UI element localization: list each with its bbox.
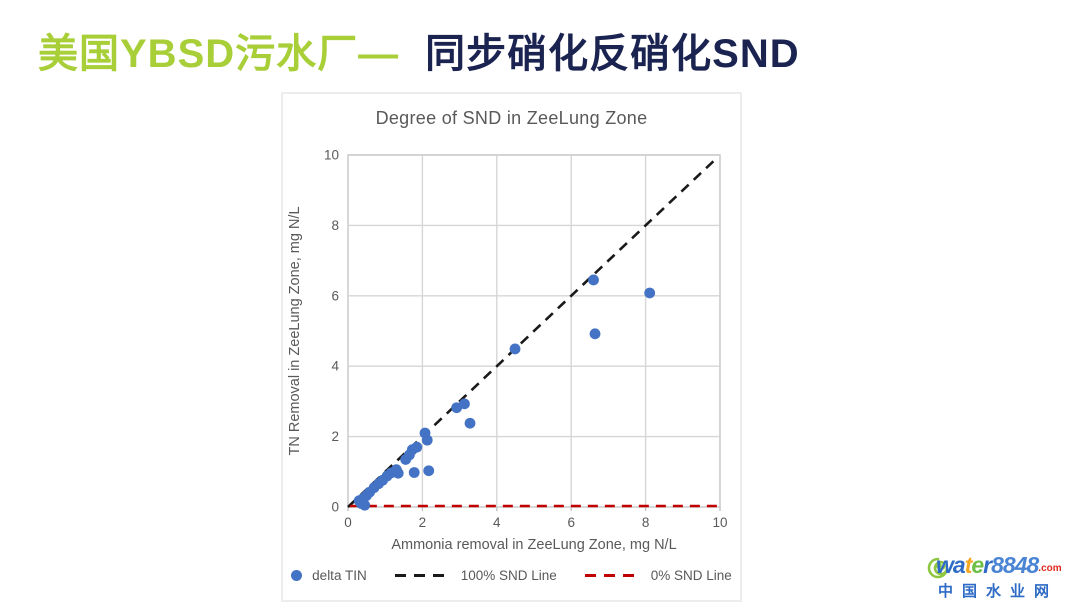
- legend-item-delta-tin: delta TIN: [291, 568, 367, 583]
- slide-title: 美国YBSD污水厂— 同步硝化反硝化SND: [38, 30, 800, 78]
- svg-text:Ammonia removal in ZeeLung Zon: Ammonia removal in ZeeLung Zone, mg N/L: [391, 537, 676, 553]
- slide-title-dark: 同步硝化反硝化SND: [425, 32, 800, 76]
- watermark-site-name: 中国水业网: [938, 583, 1059, 600]
- svg-text:4: 4: [493, 515, 501, 530]
- legend-item-100-snd: 100% SND Line: [394, 568, 557, 583]
- svg-text:8: 8: [642, 515, 650, 530]
- svg-text:8: 8: [331, 218, 339, 233]
- svg-text:10: 10: [712, 515, 727, 530]
- slide-title-green: 美国YBSD污水厂—: [38, 32, 400, 76]
- watermark-logo: water8848.com 中国水业网: [922, 550, 1078, 604]
- chart-legend: delta TIN 100% SND Line 0% SND Line: [283, 568, 740, 583]
- dashed-line-icon: [584, 574, 641, 577]
- scatter-plot: 0 2 4 6 8 10 0 2 4 6 8 10 Ammonia removal in ZeeLung…: [287, 148, 728, 554]
- svg-text:2: 2: [419, 515, 427, 530]
- chart-panel: Degree of SND in ZeeLung Zone 0 2 4 6 8 10 0 2 4…: [281, 92, 742, 602]
- svg-text:0: 0: [331, 500, 339, 515]
- watermark-brand-text: water8848.com: [936, 552, 1062, 578]
- svg-text:TN Removal in ZeeLung Zone, mg: TN Removal in ZeeLung Zone, mg N/L: [287, 206, 303, 455]
- legend-item-0-snd: 0% SND Line: [584, 568, 732, 583]
- legend-label: delta TIN: [312, 568, 367, 583]
- legend-label: 100% SND Line: [460, 568, 557, 583]
- scatter-marker-icon: [291, 570, 303, 581]
- svg-text:6: 6: [567, 515, 575, 530]
- spiral-icon: [927, 557, 949, 579]
- svg-text:2: 2: [331, 429, 339, 444]
- svg-text:10: 10: [324, 148, 339, 163]
- dashed-line-icon: [394, 574, 451, 577]
- svg-text:0: 0: [344, 515, 352, 530]
- chart-title: Degree of SND in ZeeLung Zone: [375, 108, 648, 128]
- legend-label: 0% SND Line: [650, 568, 732, 583]
- svg-text:6: 6: [331, 288, 339, 303]
- svg-text:4: 4: [331, 359, 339, 374]
- watermark-brand-row: water8848.com: [922, 550, 1078, 580]
